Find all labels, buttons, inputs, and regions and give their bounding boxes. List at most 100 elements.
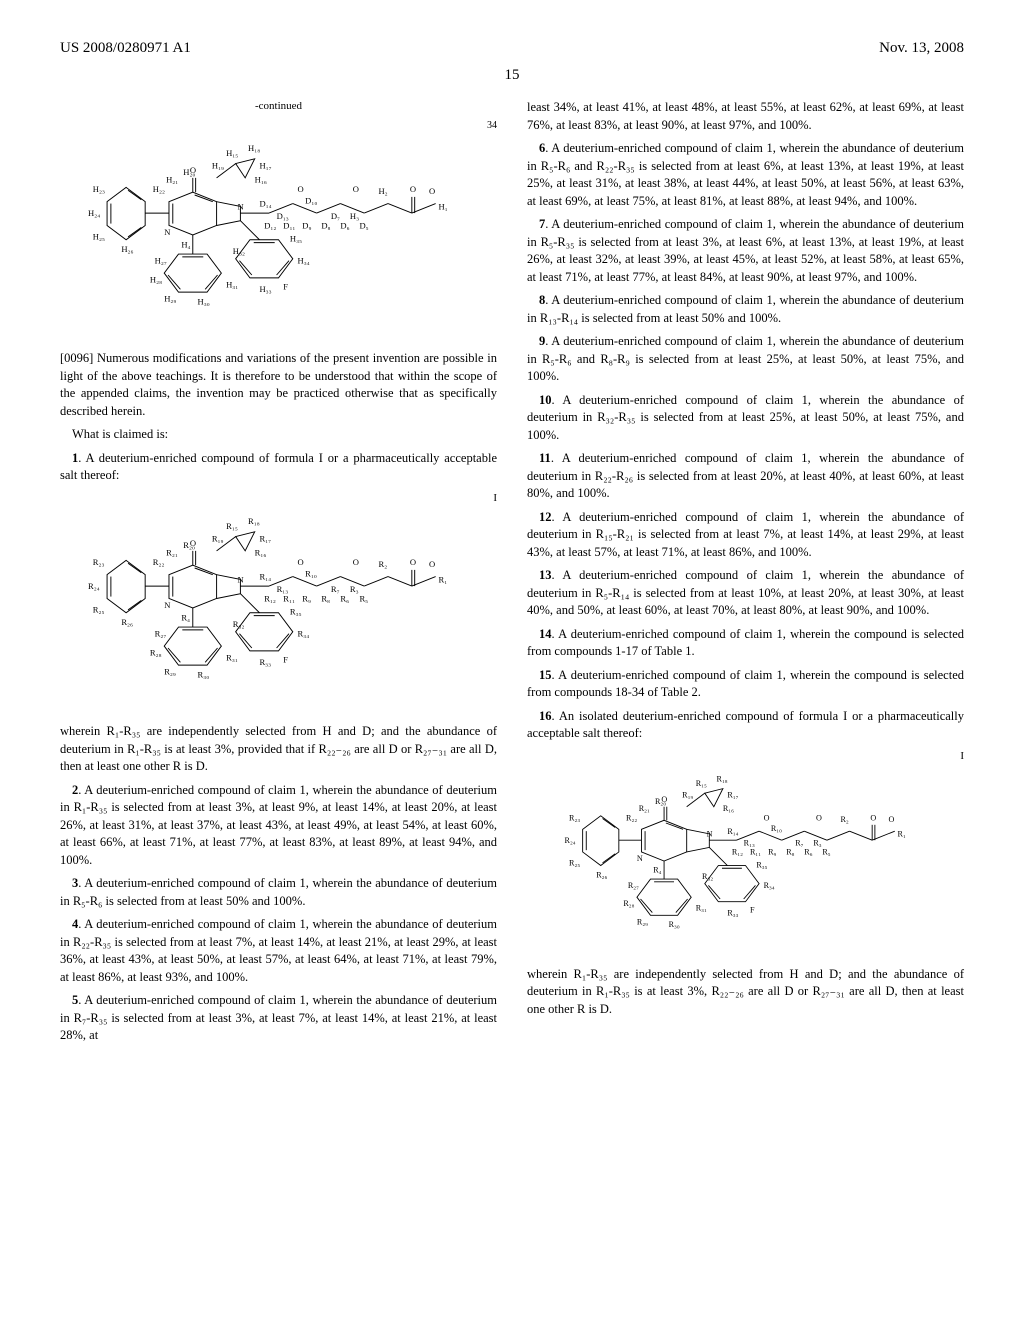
svg-text:H₂₃: H₂₃	[93, 185, 105, 195]
svg-text:O: O	[661, 795, 667, 804]
formula-I-label-left: I	[60, 491, 497, 506]
svg-text:D₁₀: D₁₀	[305, 196, 317, 206]
svg-text:R₁₆: R₁₆	[255, 548, 267, 558]
svg-text:H₃₅: H₃₅	[290, 234, 302, 244]
claim-5: 5. A deuterium-enriched compound of clai…	[60, 992, 497, 1045]
publication-number: US 2008/0280971 A1	[60, 40, 191, 57]
svg-text:H₃: H₃	[350, 211, 359, 221]
svg-text:H₂₄: H₂₄	[88, 208, 100, 218]
svg-text:R₁₂: R₁₂	[732, 848, 743, 857]
svg-text:H₁₅: H₁₅	[226, 148, 238, 158]
claim-11: 11. A deuterium-enriched compound of cla…	[527, 450, 964, 503]
svg-text:D₁₂: D₁₂	[264, 221, 276, 231]
svg-text:R₁: R₁	[438, 575, 447, 585]
page-number: 15	[60, 67, 964, 84]
svg-text:R₂₉: R₂₉	[164, 667, 176, 677]
svg-text:R₃₁: R₃₁	[226, 653, 238, 663]
svg-text:R₁₃: R₁₃	[277, 584, 289, 594]
svg-text:R₃₃: R₃₃	[259, 657, 271, 667]
svg-text:R₁₉: R₁₉	[682, 791, 693, 800]
svg-text:R₃: R₃	[813, 839, 821, 848]
svg-text:R₂₂: R₂₂	[153, 557, 165, 567]
claim-12-text: . A deuterium-enriched compound of claim…	[527, 510, 964, 559]
svg-text:R₂₄: R₂₄	[565, 836, 576, 845]
svg-text:H₂: H₂	[378, 186, 387, 196]
svg-text:R₁₁: R₁₁	[283, 594, 295, 604]
claim-2-text: . A deuterium-enriched compound of claim…	[60, 783, 497, 867]
claim-8: 8. A deuterium-enriched compound of clai…	[527, 292, 964, 327]
svg-text:R₇: R₇	[795, 839, 803, 848]
claim-13: 13. A deuterium-enriched compound of cla…	[527, 567, 964, 620]
svg-text:H₃₂: H₃₂	[233, 246, 245, 256]
svg-text:R₁₂: R₁₂	[264, 594, 276, 604]
svg-text:R₁₅: R₁₅	[226, 521, 238, 531]
svg-text:R₁₀: R₁₀	[771, 824, 782, 833]
svg-text:H₂₂: H₂₂	[153, 185, 165, 195]
svg-text:R₁₇: R₁₇	[727, 791, 738, 800]
svg-text:R₈: R₈	[321, 594, 330, 604]
claim-13-text: . A deuterium-enriched compound of claim…	[527, 568, 964, 617]
claim-11-text: . A deuterium-enriched compound of claim…	[527, 451, 964, 500]
claim-9-text: . A deuterium-enriched compound of claim…	[527, 334, 964, 383]
svg-text:H₃₄: H₃₄	[298, 256, 310, 266]
svg-text:D₁₃: D₁₃	[277, 211, 289, 221]
svg-text:R₆: R₆	[804, 848, 812, 857]
svg-text:N: N	[164, 227, 170, 237]
chemical-structure-34: H₂₃ H₂₄ H₂₅ H₂₆ H₂₂ H₂₁ H₂₀ H₁₉ H₁₅ H₁₈ …	[60, 135, 497, 335]
wherein-clause-1: wherein R₁-R₃₅ are independently selecte…	[60, 723, 497, 776]
svg-text:R₂: R₂	[841, 815, 849, 824]
claim-6-text: . A deuterium-enriched compound of claim…	[527, 141, 964, 208]
svg-text:R₂₆: R₂₆	[596, 870, 607, 879]
claim-3-text: . A deuterium-enriched compound of claim…	[60, 876, 497, 908]
svg-text:R₉: R₉	[302, 594, 311, 604]
patent-page: US 2008/0280971 A1 Nov. 13, 2008 15 -con…	[0, 0, 1024, 1320]
svg-text:H₂₈: H₂₈	[150, 275, 162, 285]
svg-text:F: F	[283, 655, 288, 665]
svg-text:O: O	[353, 557, 359, 567]
svg-text:H₁₉: H₁₉	[212, 161, 224, 171]
svg-text:H₂₇: H₂₇	[155, 256, 167, 266]
svg-text:F: F	[283, 282, 288, 292]
svg-text:H₂₅: H₂₅	[93, 232, 105, 242]
svg-text:R₂₂: R₂₂	[626, 813, 637, 822]
svg-text:R₁₇: R₁₇	[259, 534, 271, 544]
svg-text:O: O	[298, 185, 304, 195]
svg-text:R₂₃: R₂₃	[569, 813, 580, 822]
claim-15: 15. A deuterium-enriched compound of cla…	[527, 667, 964, 702]
svg-text:H₁₇: H₁₇	[259, 161, 271, 171]
svg-text:D₁₁: D₁₁	[283, 221, 295, 231]
svg-text:N: N	[707, 829, 713, 838]
svg-text:O: O	[410, 557, 416, 567]
svg-text:R₂₄: R₂₄	[88, 581, 100, 591]
paragraph-0096: [0096] Numerous modifications and variat…	[60, 350, 497, 420]
svg-text:N: N	[164, 600, 170, 610]
compound-number-34: 34	[60, 119, 497, 133]
svg-text:R₂₁: R₂₁	[166, 548, 178, 558]
svg-text:R₂₇: R₂₇	[628, 881, 639, 890]
svg-text:H₁: H₁	[438, 202, 447, 212]
svg-text:R₂₉: R₂₉	[637, 917, 648, 926]
svg-text:H₂₁: H₂₁	[166, 175, 178, 185]
claim-3: 3. A deuterium-enriched compound of clai…	[60, 875, 497, 910]
claim-16-text: . An isolated deuterium-enriched compoun…	[527, 709, 964, 741]
svg-text:R₃: R₃	[350, 584, 359, 594]
claim-14-text: . A deuterium-enriched compound of claim…	[527, 627, 964, 659]
claim-15-text: . A deuterium-enriched compound of claim…	[527, 668, 964, 700]
svg-text:O: O	[816, 813, 822, 822]
svg-text:D₁₄: D₁₄	[259, 199, 271, 209]
svg-text:R₄: R₄	[181, 613, 190, 623]
svg-text:R₁₆: R₁₆	[723, 804, 734, 813]
content-columns: -continued 34	[60, 99, 964, 1051]
svg-text:R₂₈: R₂₈	[623, 899, 634, 908]
svg-text:R₂₇: R₂₇	[155, 629, 167, 639]
svg-text:R₃₀: R₃₀	[198, 670, 210, 680]
svg-text:H₁₆: H₁₆	[255, 175, 267, 185]
svg-text:O: O	[429, 186, 435, 196]
what-is-claimed: What is claimed is:	[60, 426, 497, 444]
svg-text:R₅: R₅	[822, 848, 830, 857]
svg-text:R₃₁: R₃₁	[696, 904, 707, 913]
svg-text:R₃₀: R₃₀	[669, 920, 680, 929]
svg-text:D₉: D₉	[302, 221, 311, 231]
claim-16: 16. An isolated deuterium-enriched compo…	[527, 708, 964, 743]
claim-8-text: . A deuterium-enriched compound of claim…	[527, 293, 964, 325]
